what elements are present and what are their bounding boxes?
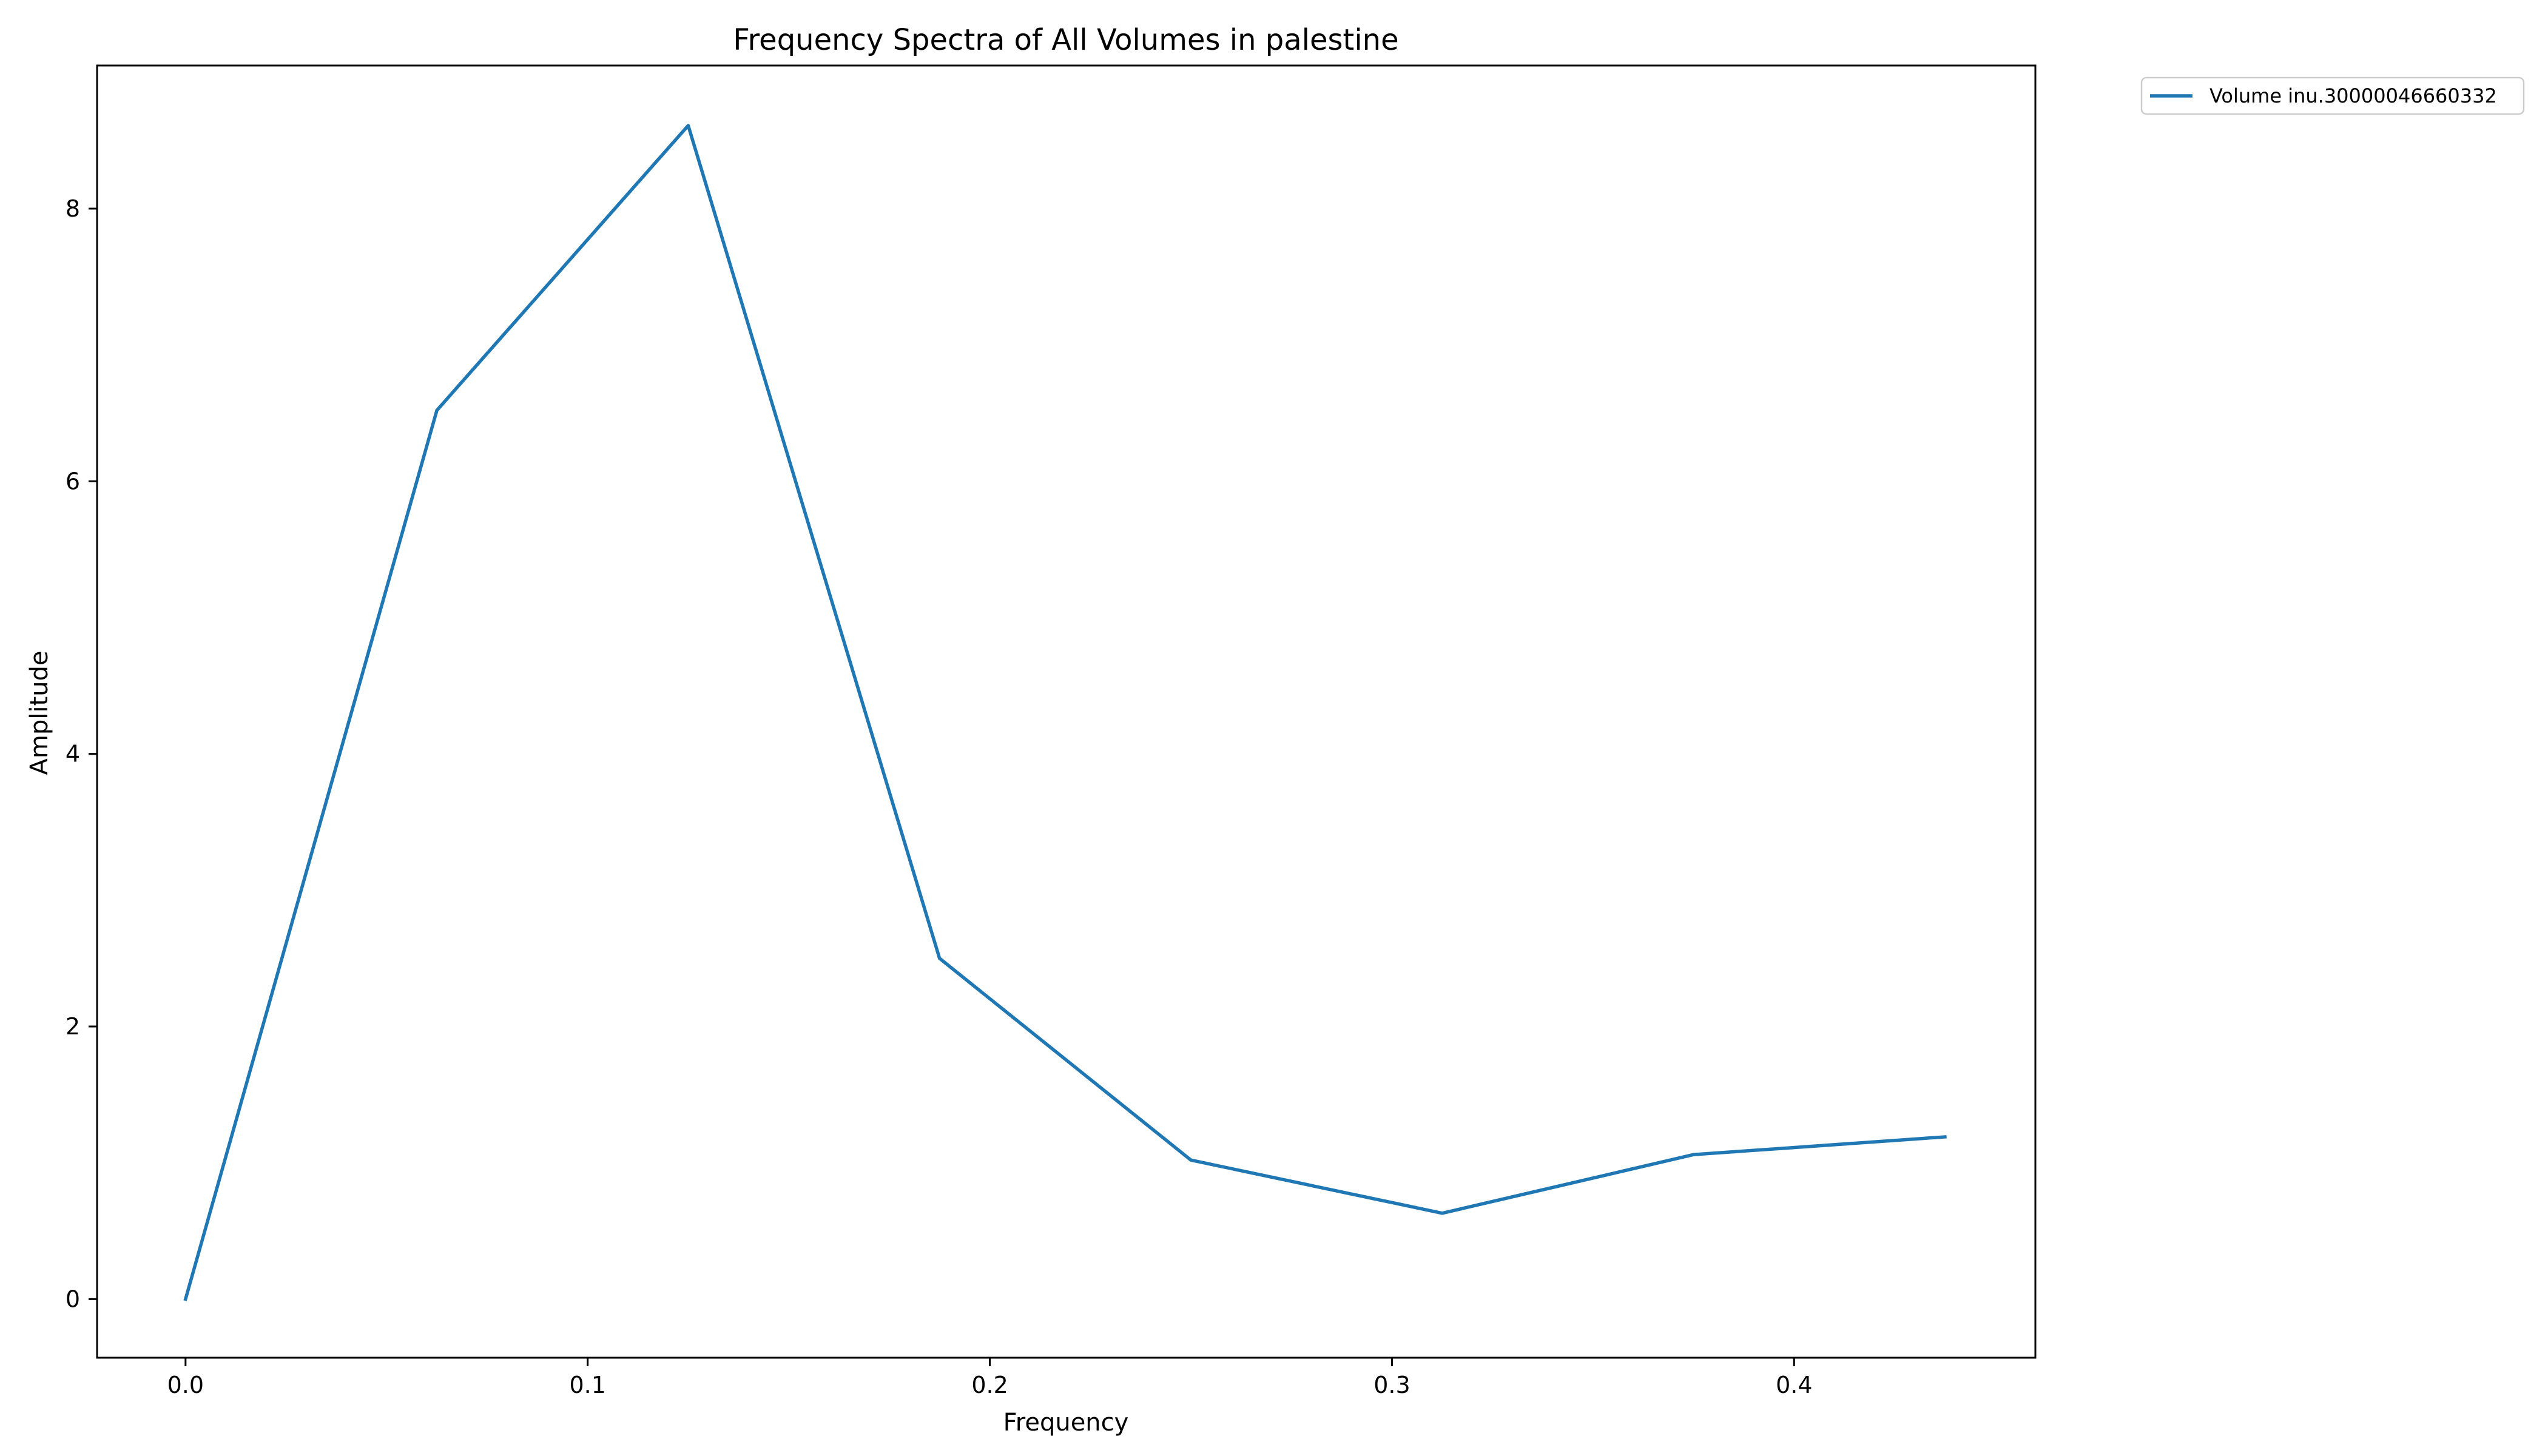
chart-title: Frequency Spectra of All Volumes in pale… bbox=[733, 23, 1398, 57]
x-tick-label: 0.2 bbox=[971, 1372, 1008, 1398]
legend-box bbox=[2140, 76, 2525, 115]
y-tick-label: 4 bbox=[66, 741, 80, 767]
legend-label: Volume inu.30000046660332 bbox=[2209, 84, 2497, 107]
plot-area: 0.0 0.1 0.2 0.3 0.4 0 2 4 6 8 bbox=[66, 64, 2037, 1398]
legend: Volume inu.30000046660332 bbox=[2140, 76, 2525, 115]
x-tick-label: 0.1 bbox=[569, 1372, 605, 1398]
axes-frame bbox=[96, 64, 2037, 1359]
y-tick-label: 0 bbox=[66, 1286, 80, 1312]
y-axis-label: Amplitude bbox=[25, 651, 53, 775]
x-tick-label: 0.0 bbox=[167, 1372, 204, 1398]
series-line-0 bbox=[183, 124, 1947, 1301]
x-tick-label: 0.3 bbox=[1373, 1372, 1410, 1398]
y-tick-label: 8 bbox=[66, 195, 80, 222]
x-axis-label: Frequency bbox=[1003, 1409, 1129, 1437]
x-tick-label: 0.4 bbox=[1776, 1372, 1812, 1398]
y-tick-label: 2 bbox=[66, 1013, 80, 1040]
y-tick-label: 6 bbox=[66, 468, 80, 494]
